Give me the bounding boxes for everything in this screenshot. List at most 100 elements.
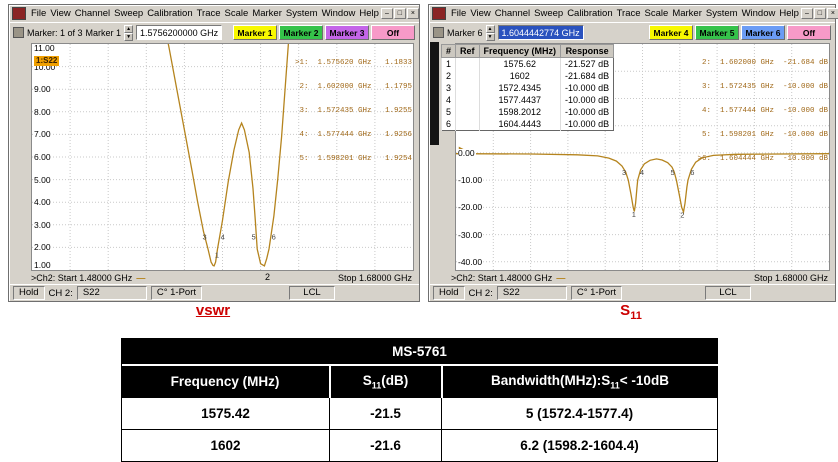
y-axis-tick: 3.00 [34,219,52,230]
menu-channel[interactable]: Channel [74,8,111,19]
menu-calibration[interactable]: Calibration [567,8,613,19]
marker-frequency: 1572.4345 [478,82,561,94]
spec-frequency-value: 1575.42 [121,397,330,430]
marker-glyph: 4 [221,233,225,242]
marker3-button[interactable]: Marker 3 [325,25,369,40]
menu-scale[interactable]: Scale [644,8,669,19]
marker-off-button[interactable]: Off [787,25,831,40]
y-axis-tick: 1.00 [34,260,52,270]
marker2-axis-label: 2 [265,272,271,282]
marker-spinner[interactable]: ▲ ▼ [485,24,495,41]
menu-trace[interactable]: Trace [196,8,221,19]
spinner-down-icon[interactable]: ▼ [485,32,495,41]
marker-frequency: 1598.2012 [478,106,561,118]
marker-readout-list: >1: 1.575620 GHz 1.1833 2: 1.602000 GHz … [295,43,412,179]
s11-window: File View Channel Sweep Calibration Trac… [428,4,838,302]
menu-sweep[interactable]: Sweep [534,8,564,19]
status-calibration: C° 1-Port [150,286,203,300]
menu-file[interactable]: File [451,8,467,19]
spinner-down-icon[interactable]: ▼ [124,32,134,41]
marker-frequency: 1602 [478,70,561,82]
marker-table-row: 5 1598.2012 -10.000 dB [440,106,614,118]
marker-spinner[interactable]: ▲ ▼ [124,24,134,41]
marker-toolbar: Marker 6 ▲ ▼ 1.6044442774 GHz Marker 4 M… [429,22,835,42]
marker-table-header: Response [560,44,615,58]
plot-canvas: 3 41 5 6 [32,44,413,270]
menu-system[interactable]: System [285,8,318,19]
marker-glyph: 6 [690,168,694,177]
status-measurement: S22 [496,286,567,300]
spinner-up-icon[interactable]: ▲ [485,24,495,33]
marker4-button[interactable]: Marker 4 [649,25,693,40]
menu-sweep[interactable]: Sweep [114,8,144,19]
menu-marker[interactable]: Marker [672,8,702,19]
y-axis-tick: -40.00 [458,256,484,267]
marker-table-header: Ref [455,44,480,58]
bandwidth-label-sub: 11 [610,380,620,391]
close-button[interactable]: × [406,8,419,19]
spec-bandwidth-value: 5 (1572.4-1577.4) [441,397,718,430]
marker-glyph: 6 [272,233,276,242]
marker-number: 6 [440,118,456,131]
y-axis-tick: 5.00 [34,174,52,185]
status-lcl: LCL [289,286,335,300]
menu-trace[interactable]: Trace [616,8,641,19]
menu-window[interactable]: Window [321,8,356,19]
readout-line: 2: 1.602000 GHz 1.1795 [294,83,412,91]
memory-trace-dash: — [136,272,146,283]
marker2-button[interactable]: Marker 2 [279,25,323,40]
menu-calibration[interactable]: Calibration [147,8,193,19]
menu-view[interactable]: View [470,8,491,19]
menu-scale[interactable]: Scale [224,8,249,19]
status-lcl: LCL [705,286,751,300]
marker-table-row: 2 1602 -21.684 dB [440,70,614,82]
minimize-button[interactable]: – [800,8,813,19]
marker-ref [455,82,480,94]
spec-table-title: MS-5761 [121,338,718,366]
marker-tool-icon [433,27,444,38]
marker-frequency: 1575.62 [478,57,561,70]
menu-file[interactable]: File [31,8,47,19]
marker-frequency-input[interactable]: 1.6044442774 GHz [497,25,584,40]
y-axis-tick: 2.00 [34,242,52,253]
menu-view[interactable]: View [50,8,71,19]
marker-table-header: # [440,44,457,58]
marker-frequency-input[interactable]: 1.5756200000 GHz [136,25,223,40]
menu-help[interactable]: Help [779,8,799,19]
menu-marker[interactable]: Marker [252,8,282,19]
readout-line: 3: 1.572435 GHz -10.000 dB [697,83,828,91]
marker-response: -10.000 dB [560,94,614,106]
trace-badge: 1:S22 [34,56,60,66]
minimize-button[interactable]: – [380,8,393,19]
status-bar: Hold CH 2: S22 C° 1-Port LCL [9,284,419,301]
spinner-up-icon[interactable]: ▲ [124,24,134,33]
spec-table: MS-5761 Frequency (MHz) S11(dB) Bandwidt… [121,338,718,462]
restore-button[interactable]: □ [813,8,826,19]
close-button[interactable]: × [826,8,838,19]
memory-trace-dash: — [556,272,566,283]
marker1-button[interactable]: Marker 1 [233,25,277,40]
menu-help[interactable]: Help [359,8,379,19]
marker-response: -21.527 dB [560,57,614,70]
marker-number: 1 [440,57,456,70]
marker-button-group: Marker 4 Marker 5 Marker 6 Off [649,25,831,40]
marker5-button[interactable]: Marker 5 [695,25,739,40]
marker-response: -10.000 dB [560,106,614,118]
menu-channel[interactable]: Channel [494,8,531,19]
readout-line: 4: 1.577444 GHz -10.000 dB [697,107,828,115]
menu-system[interactable]: System [705,8,738,19]
readout-line: 3: 1.572435 GHz 1.9255 [294,107,412,115]
menu-window[interactable]: Window [741,8,776,19]
marker-glyph: 3 [622,168,626,177]
marker-glyph: 5 [252,233,256,242]
marker6-button[interactable]: Marker 6 [741,25,785,40]
marker-ref [455,118,480,131]
trace [167,44,290,267]
app-icon [432,7,446,20]
marker-glyph: 1 [215,251,219,260]
restore-button[interactable]: □ [393,8,406,19]
marker-table-row: 6 1604.4443 -10.000 dB [440,118,614,131]
marker-glyph: 4 [640,168,644,177]
marker-off-button[interactable]: Off [371,25,415,40]
